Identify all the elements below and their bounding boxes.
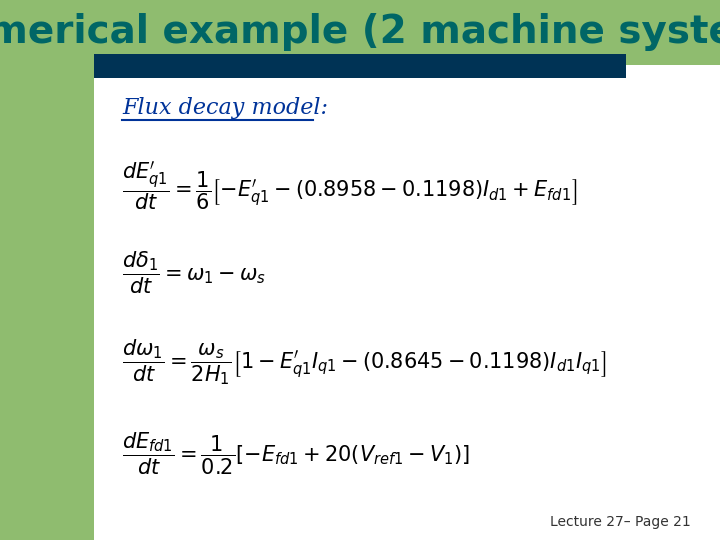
Text: $\dfrac{d\omega_1}{dt} = \dfrac{\omega_s}{2H_1}\left[1 - E_{q1}^{\prime}I_{q1} -: $\dfrac{d\omega_1}{dt} = \dfrac{\omega_s…	[122, 337, 607, 387]
Text: Flux decay model:: Flux decay model:	[122, 97, 328, 119]
Text: $\dfrac{dE_{fd1}}{dt} = \dfrac{1}{0.2}\left[-E_{fd1} + 20\left(V_{ref1} - V_1\ri: $\dfrac{dE_{fd1}}{dt} = \dfrac{1}{0.2}\l…	[122, 430, 470, 477]
Text: Lecture 27– Page 21: Lecture 27– Page 21	[551, 515, 691, 529]
Text: Numerical example (2 machine system): Numerical example (2 machine system)	[0, 14, 720, 51]
Text: $\dfrac{d\delta_1}{dt} = \omega_1 - \omega_s$: $\dfrac{d\delta_1}{dt} = \omega_1 - \ome…	[122, 249, 266, 296]
Text: $\dfrac{dE_{q1}^{\prime}}{dt} = \dfrac{1}{6}\left[-E_{q1}^{\prime} - (0.8958 - 0: $\dfrac{dE_{q1}^{\prime}}{dt} = \dfrac{1…	[122, 160, 577, 213]
